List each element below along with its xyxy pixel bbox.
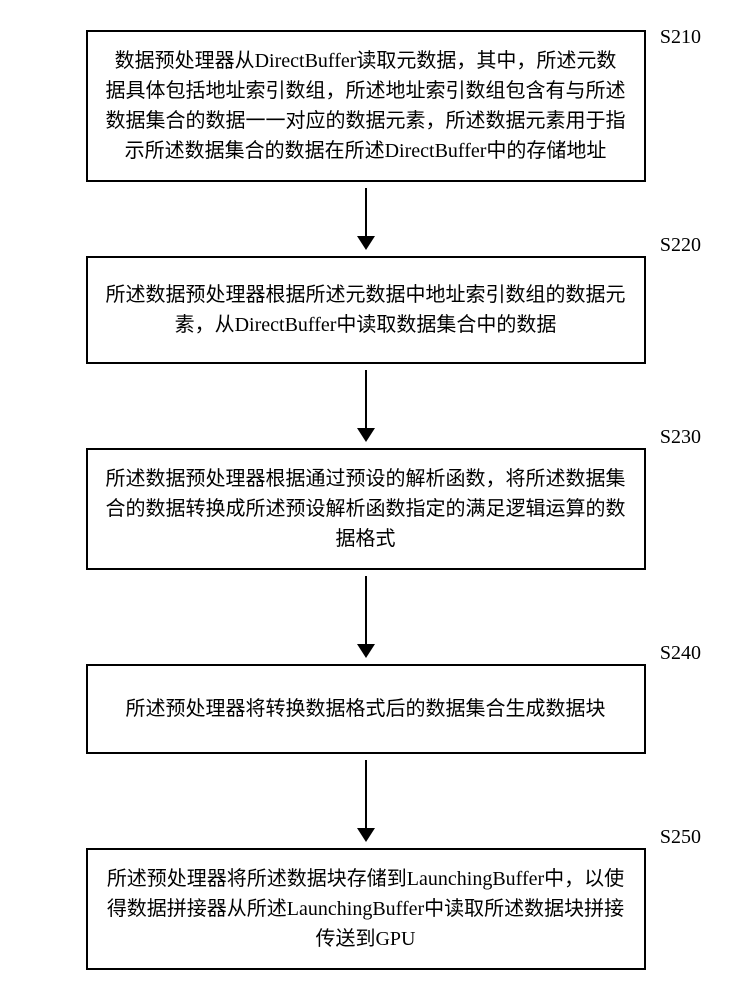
- step-box-s240: 所述预处理器将转换数据格式后的数据集合生成数据块: [86, 664, 646, 754]
- step-text: 数据预处理器从DirectBuffer读取元数据，其中，所述元数据具体包括地址索…: [106, 50, 626, 162]
- step-text: 所述预处理器将所述数据块存储到LaunchingBuffer中，以使得数据拼接器…: [107, 868, 624, 950]
- step-label-s250: S250: [660, 826, 701, 849]
- arrow-icon: [357, 188, 375, 250]
- step-text: 所述数据预处理器根据所述元数据中地址索引数组的数据元素，从DirectBuffe…: [106, 284, 626, 336]
- step-box-s250: 所述预处理器将所述数据块存储到LaunchingBuffer中，以使得数据拼接器…: [86, 848, 646, 970]
- step-row: 所述预处理器将转换数据格式后的数据集合生成数据块 S240: [40, 664, 691, 754]
- step-label-s220: S220: [660, 234, 701, 257]
- step-box-s220: 所述数据预处理器根据所述元数据中地址索引数组的数据元素，从DirectBuffe…: [86, 256, 646, 364]
- step-text: 所述预处理器将转换数据格式后的数据集合生成数据块: [126, 698, 606, 720]
- arrow-icon: [357, 576, 375, 658]
- step-row: 数据预处理器从DirectBuffer读取元数据，其中，所述元数据具体包括地址索…: [40, 30, 691, 182]
- step-row: 所述数据预处理器根据所述元数据中地址索引数组的数据元素，从DirectBuffe…: [40, 256, 691, 364]
- arrow-icon: [357, 370, 375, 442]
- step-label-s240: S240: [660, 642, 701, 665]
- step-label-s230: S230: [660, 426, 701, 449]
- step-box-s210: 数据预处理器从DirectBuffer读取元数据，其中，所述元数据具体包括地址索…: [86, 30, 646, 182]
- step-label-s210: S210: [660, 26, 701, 49]
- flowchart-container: 数据预处理器从DirectBuffer读取元数据，其中，所述元数据具体包括地址索…: [40, 30, 691, 970]
- step-text: 所述数据预处理器根据通过预设的解析函数，将所述数据集合的数据转换成所述预设解析函…: [106, 468, 626, 550]
- step-row: 所述预处理器将所述数据块存储到LaunchingBuffer中，以使得数据拼接器…: [40, 848, 691, 970]
- arrow-icon: [357, 760, 375, 842]
- step-box-s230: 所述数据预处理器根据通过预设的解析函数，将所述数据集合的数据转换成所述预设解析函…: [86, 448, 646, 570]
- step-row: 所述数据预处理器根据通过预设的解析函数，将所述数据集合的数据转换成所述预设解析函…: [40, 448, 691, 570]
